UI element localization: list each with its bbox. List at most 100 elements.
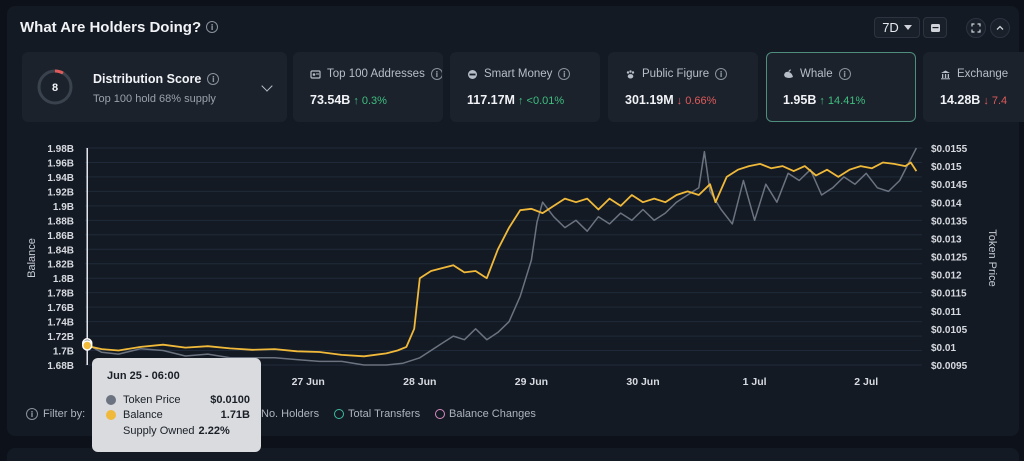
series-line-token-price [84,147,918,366]
filter-text: No. Holders [261,408,320,420]
calendar-icon [930,24,940,32]
filter-bar: i Filter by: [26,408,85,420]
tooltip-value: 2.22% [198,425,230,437]
y-tick-label: 1.9B [53,202,74,213]
filter-text: Total Transfers [348,408,421,420]
y-tick-label: 1.88B [47,216,74,227]
tooltip-row-price: Token Price $0.0100 [106,394,250,406]
fullscreen-button[interactable] [966,18,986,38]
tooltip-label: Balance [123,409,163,421]
change-badge: ↑ 14.41% [819,95,866,107]
y2-tick-label: $0.0115 [931,289,967,300]
x-tick-label: 1 Jul [743,376,767,388]
y-tick-label: 1.76B [47,303,74,314]
change-badge: ↓ 7.4 [983,95,1008,107]
calendar-button[interactable] [923,17,947,38]
score-value: 8 [52,82,58,94]
tooltip-title: Jun 25 - 06:00 [107,370,180,382]
y-tick-label: 1.92B [47,187,74,198]
x-tick-label: 28 Jun [403,376,436,388]
y2-axis-ticks: $0.0095 $0.01 $0.0105 $0.011 $0.0115 $0.012 $0… [931,144,968,372]
range-dropdown[interactable]: 7D [874,17,920,38]
x-tick-label: 27 Jun [292,376,325,388]
tooltip-value: 1.71B [220,409,250,421]
next-panel-edge [7,448,1019,461]
chart-tooltip: Jun 25 - 06:00 Token Price $0.0100 Balan… [92,358,261,452]
radio-icon [334,409,344,419]
panel-title: What Are Holders Doing? i [20,19,219,36]
card-label: Top 100 Addresses i [310,68,442,80]
distribution-subtitle: Top 100 hold 68% supply [93,93,216,105]
card-value: 73.54B ↑ 0.3% [310,93,387,107]
expand-icon [971,23,981,33]
legend-dot [106,410,116,420]
y-tick-label: 1.72B [47,332,74,343]
tooltip-row-supply: Supply Owned 2.22% [106,425,233,437]
filter-balance-changes[interactable]: Balance Changes [435,408,536,420]
y2-tick-label: $0.014 [931,198,962,209]
card-smart-money[interactable]: Smart Money i 117.17M ↑ <0.01% [450,52,600,122]
filter-no-holders[interactable]: No. Holders [261,408,319,420]
y-tick-label: 1.82B [47,260,74,271]
paw-icon [626,69,635,78]
card-public-figure[interactable]: Public Figure i 301.19M ↓ 0.66% [608,52,758,122]
info-icon[interactable]: i [26,408,38,420]
info-icon[interactable]: i [715,68,728,80]
y2-tick-label: $0.0095 [931,361,968,372]
y2-tick-label: $0.0135 [931,216,968,227]
info-icon[interactable]: i [838,68,851,80]
y-tick-label: 1.7B [53,347,74,358]
card-exchange[interactable]: Exchange 14.28B ↓ 7.4 [923,52,1024,122]
y-tick-label: 1.8B [53,274,74,285]
y2-tick-label: $0.0125 [931,253,968,264]
y2-tick-label: $0.0155 [931,144,968,155]
collapse-button[interactable] [990,18,1010,38]
y-tick-label: 1.84B [47,245,74,256]
y-tick-label: 1.96B [47,158,74,169]
y-tick-label: 1.98B [47,144,74,155]
info-icon[interactable]: i [430,68,442,80]
y2-tick-label: $0.01 [931,343,956,354]
card-whale[interactable]: Whale i 1.95B ↑ 14.41% [766,52,916,122]
card-label: Public Figure i [625,68,728,80]
card-top-100-addresses[interactable]: Top 100 Addresses i 73.54B ↑ 0.3% [293,52,443,122]
y-tick-label: 1.68B [47,361,74,372]
change-badge: ↑ 0.3% [353,95,387,107]
info-icon[interactable]: i [207,73,220,85]
change-badge: ↑ <0.01% [517,95,565,107]
chevron-up-icon [996,25,1004,30]
tooltip-value: $0.0100 [210,394,250,406]
tooltip-label: Supply Owned [123,425,195,437]
y-axis-ticks: 1.68B 1.7B 1.72B 1.74B 1.76B 1.78B 1.8B 1.82B 1.… [47,144,74,372]
card-value: 117.17M ↑ <0.01% [467,93,565,107]
tooltip-label: Token Price [123,394,181,406]
address-book-icon [310,69,321,79]
info-icon[interactable]: i [558,68,571,80]
distribution-score-card[interactable]: 8 Distribution Score i Top 100 hold 68% s… [22,52,287,122]
tooltip-row-balance: Balance 1.71B [106,409,250,421]
radio-icon [435,409,445,419]
chart-grid [85,147,922,366]
whale-icon [784,69,793,78]
y-tick-label: 1.74B [47,318,74,329]
y-axis-label: Balance [26,238,38,278]
y-tick-label: 1.78B [47,289,74,300]
info-icon[interactable]: i [206,21,219,34]
smart-money-icon [468,69,477,79]
score-gauge: 8 [37,69,73,105]
x-tick-label: 29 Jun [515,376,548,388]
card-value: 301.19M ↓ 0.66% [625,93,717,107]
x-axis-ticks: 27 Jun 28 Jun 29 Jun 30 Jun 1 Jul 2 Jul [292,376,879,388]
hover-point-balance [81,340,93,351]
card-label: Whale i [783,68,851,80]
card-label: Exchange [940,68,1008,80]
y2-tick-label: $0.015 [931,162,962,173]
y2-tick-label: $0.013 [931,234,962,245]
x-tick-label: 30 Jun [626,376,659,388]
card-value: 1.95B ↑ 14.41% [783,93,866,107]
card-label: Smart Money i [467,68,571,80]
filter-text: Balance Changes [449,408,536,420]
x-tick-label: 2 Jul [854,376,878,388]
filter-total-transfers[interactable]: Total Transfers [334,408,420,420]
